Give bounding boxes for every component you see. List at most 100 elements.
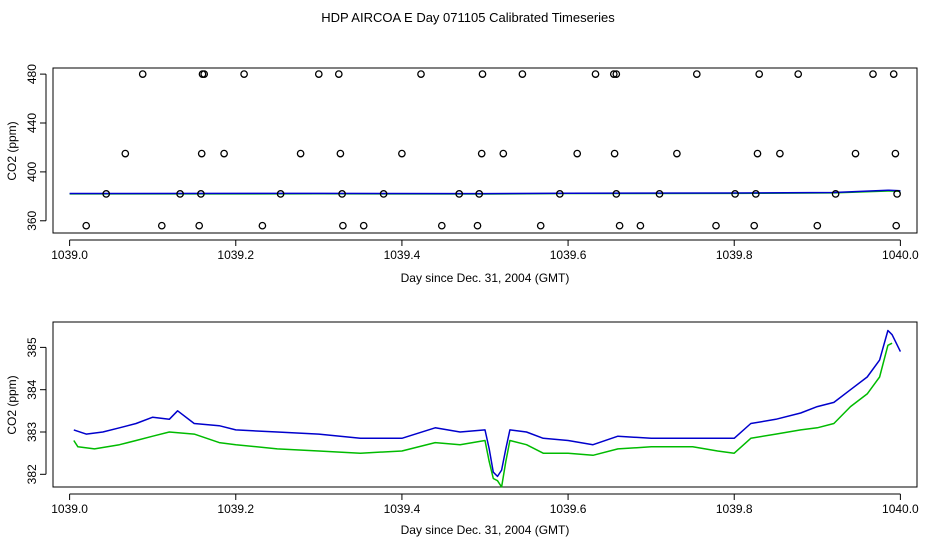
scatter-y-tick-label: 440: [25, 113, 39, 133]
scatter-point: [359, 221, 368, 230]
scatter-series-lines: [69, 189, 901, 195]
timeseries-y-axis-label: CO2 (ppm): [5, 375, 19, 434]
scatter-point: [692, 70, 701, 78]
scatter-point: [636, 221, 645, 230]
scatter-y-tick-label: 480: [25, 64, 39, 84]
scatter-point: [82, 221, 91, 230]
scatter-point: [258, 221, 267, 230]
timeseries-x-ticks: 1039.0 1039.2 1039.4 1039.6 1039.8 1040.0: [51, 493, 919, 516]
scatter-x-tick-label: 1039.0: [51, 248, 88, 262]
scatter-point: [753, 149, 762, 158]
scatter-point: [655, 190, 664, 198]
scatter-point: [176, 190, 184, 198]
scatter-point: [473, 221, 482, 230]
scatter-plot-frame: [52, 67, 918, 234]
scatter-point: [813, 221, 822, 230]
scatter-point: [475, 190, 484, 198]
scatter-point: [478, 70, 487, 78]
scatter-point: [612, 70, 621, 78]
scatter-point: [197, 149, 206, 158]
scatter-point: [195, 221, 204, 230]
scatter-point: [612, 190, 621, 198]
timeseries-y-tick-label: 384: [25, 379, 39, 399]
scatter-y-tick-label: 360: [25, 210, 39, 230]
figure-title: HDP AIRCOA E Day 071105 Calibrated Times…: [321, 10, 615, 25]
scatter-point: [102, 190, 111, 198]
scatter-x-ticks: 1039.0 1039.2 1039.4 1039.6 1039.8 1040.0: [51, 239, 919, 262]
timeseries-y-tick-label: 383: [25, 422, 39, 442]
scatter-point: [200, 70, 209, 78]
timeseries-y-tick-label: 385: [25, 337, 39, 357]
scatter-y-ticks: 360 400 440 480: [25, 64, 47, 231]
timeseries-x-tick-label: 1039.8: [716, 502, 753, 516]
timeseries-x-tick-label: 1039.2: [217, 502, 254, 516]
scatter-point: [893, 190, 901, 198]
timeseries-plot-frame: [52, 321, 918, 488]
scatter-x-tick-label: 1039.4: [384, 248, 421, 262]
scatter-point: [197, 190, 205, 198]
scatter-point: [794, 70, 803, 78]
scatter-point: [892, 221, 901, 230]
scatter-point: [477, 149, 486, 158]
scatter-point: [869, 70, 877, 78]
timeseries-y-ticks: 382 383 384 385: [25, 337, 47, 484]
timeseries-x-tick-label: 1039.6: [550, 502, 587, 516]
timeseries-panel: Day since Dec. 31, 2004 (GMT) CO2 (ppm) …: [5, 321, 919, 537]
scatter-x-tick-label: 1040.0: [882, 248, 919, 262]
scatter-point: [338, 190, 346, 198]
timeseries-series-line: [73, 329, 902, 478]
scatter-point: [138, 70, 147, 78]
scatter-point: [379, 190, 388, 198]
scatter-point: [339, 221, 347, 230]
scatter-point: [518, 70, 527, 78]
scatter-y-axis-label: CO2 (ppm): [5, 121, 19, 180]
scatter-point: [851, 149, 860, 158]
scatter-point: [591, 70, 600, 78]
scatter-x-tick-label: 1039.6: [550, 248, 587, 262]
timeseries-series-lines: [73, 329, 902, 488]
scatter-point: [314, 70, 323, 78]
scatter-point: [731, 190, 739, 198]
timeseries-y-tick-label: 382: [25, 464, 39, 484]
scatter-point: [573, 149, 582, 158]
scatter-point: [831, 190, 840, 198]
scatter-point: [240, 70, 248, 78]
timeseries-x-tick-label: 1039.4: [384, 502, 421, 516]
scatter-point: [398, 149, 406, 158]
scatter-point: [334, 70, 343, 78]
timeseries-series-line: [73, 342, 893, 488]
scatter-panel: Day since Dec. 31, 2004 (GMT) CO2 (ppm) …: [5, 64, 919, 285]
scatter-point: [891, 149, 900, 158]
scatter-x-tick-label: 1039.2: [217, 248, 254, 262]
scatter-point: [712, 221, 720, 230]
scatter-point: [121, 149, 130, 158]
scatter-point: [889, 70, 898, 78]
scatter-point: [276, 190, 285, 198]
scatter-points: [82, 70, 901, 230]
scatter-point: [336, 149, 345, 158]
scatter-point: [536, 221, 545, 230]
timeseries-x-tick-label: 1040.0: [882, 502, 919, 516]
scatter-point: [437, 221, 446, 230]
scatter-point: [296, 149, 305, 158]
scatter-point: [776, 149, 784, 158]
scatter-point: [499, 149, 508, 158]
scatter-series-line: [69, 189, 901, 195]
timeseries-x-tick-label: 1039.0: [51, 502, 88, 516]
scatter-point: [417, 70, 425, 78]
scatter-point: [615, 221, 624, 230]
scatter-point: [220, 149, 228, 158]
scatter-point: [609, 70, 618, 78]
scatter-point: [555, 190, 564, 198]
scatter-point: [673, 149, 681, 158]
scatter-point: [455, 190, 464, 198]
timeseries-x-axis-label: Day since Dec. 31, 2004 (GMT): [401, 523, 570, 537]
scatter-x-tick-label: 1039.8: [716, 248, 753, 262]
scatter-point: [157, 221, 166, 230]
scatter-point: [751, 190, 760, 198]
scatter-point: [755, 70, 764, 78]
scatter-point: [610, 149, 619, 158]
scatter-x-axis-label: Day since Dec. 31, 2004 (GMT): [401, 271, 570, 285]
scatter-y-tick-label: 400: [25, 162, 39, 182]
